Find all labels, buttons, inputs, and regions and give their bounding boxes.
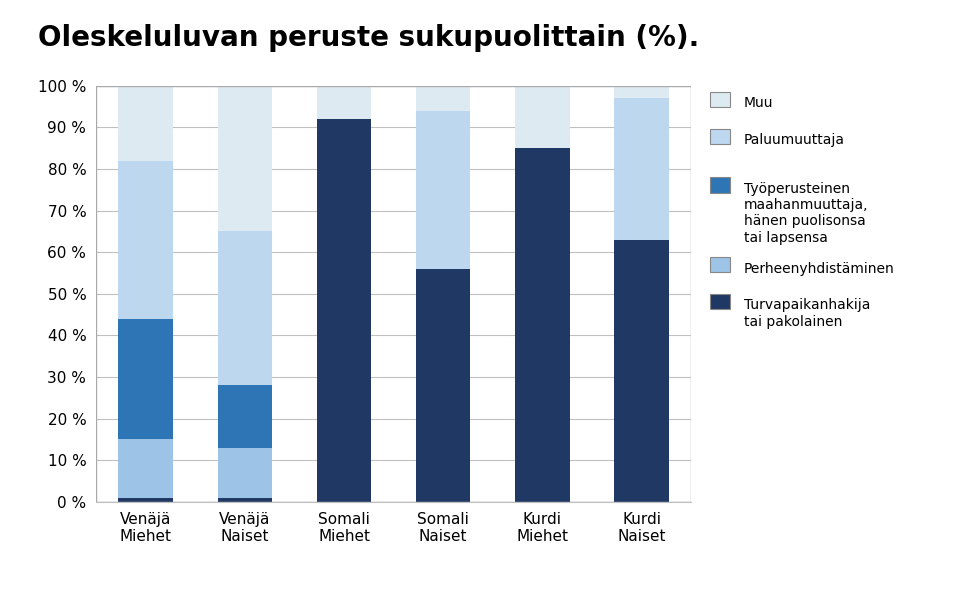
Bar bbox=[614, 240, 669, 502]
Text: Oleskeluluvan peruste sukupuolittain (%).: Oleskeluluvan peruste sukupuolittain (%)… bbox=[38, 24, 700, 53]
Text: Työperusteinen
maahanmuuttaja,
hänen puolisonsa
tai lapsensa: Työperusteinen maahanmuuttaja, hänen puo… bbox=[744, 182, 869, 245]
Bar bbox=[118, 86, 173, 160]
Bar bbox=[416, 269, 470, 502]
Bar bbox=[614, 86, 669, 98]
Text: Turvapaikanhakija
tai pakolainen: Turvapaikanhakija tai pakolainen bbox=[744, 298, 871, 329]
Bar bbox=[118, 319, 173, 439]
Bar bbox=[516, 148, 569, 502]
Bar bbox=[614, 98, 669, 240]
Bar bbox=[317, 86, 372, 119]
Bar bbox=[118, 498, 173, 502]
Text: Paluumuuttaja: Paluumuuttaja bbox=[744, 133, 845, 147]
Bar bbox=[218, 448, 272, 498]
Bar bbox=[416, 111, 470, 269]
Bar bbox=[218, 231, 272, 386]
Text: Muu: Muu bbox=[744, 96, 774, 110]
Bar bbox=[118, 439, 173, 498]
Bar bbox=[317, 119, 372, 502]
Bar bbox=[118, 160, 173, 319]
Bar bbox=[218, 498, 272, 502]
Text: Perheenyhdistäminen: Perheenyhdistäminen bbox=[744, 261, 895, 275]
Bar bbox=[218, 86, 272, 231]
Bar bbox=[218, 386, 272, 448]
Bar bbox=[516, 86, 569, 148]
Bar bbox=[416, 86, 470, 111]
